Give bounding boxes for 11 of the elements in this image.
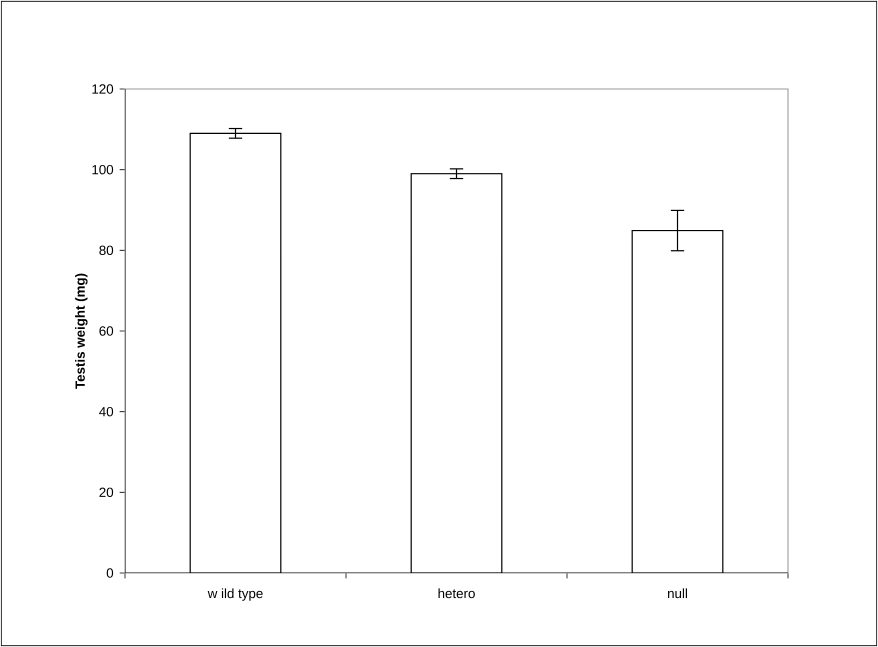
y-axis-title: Testis weight (mg) <box>75 274 88 389</box>
y-tick-label: 60 <box>99 326 114 336</box>
x-tick-label: hetero <box>438 588 475 598</box>
y-tick-label: 0 <box>106 568 114 578</box>
y-tick-label: 80 <box>99 246 114 256</box>
y-tick-label: 100 <box>92 164 114 174</box>
y-tick-label: 120 <box>92 84 114 94</box>
y-tick-label: 20 <box>99 488 114 498</box>
y-tick-label: 40 <box>99 406 114 416</box>
x-tick-label: w ild type <box>208 588 263 601</box>
x-tick-label: null <box>668 588 687 598</box>
